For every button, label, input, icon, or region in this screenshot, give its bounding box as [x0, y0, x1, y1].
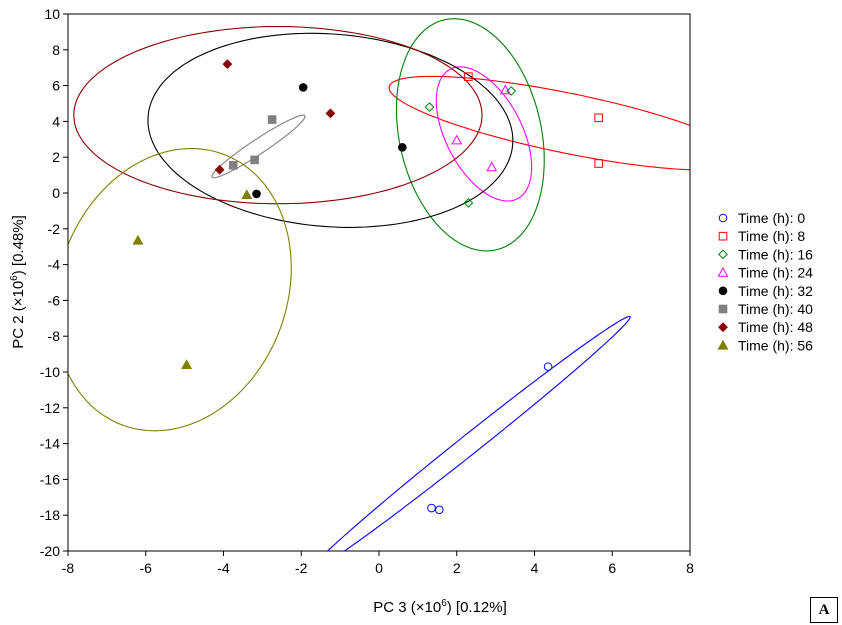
data-point: [241, 189, 253, 199]
confidence-ellipse: [211, 114, 306, 179]
data-point: [424, 102, 435, 112]
legend-label: Time (h): 16: [738, 246, 813, 262]
data-point: [506, 86, 517, 96]
data-point: [250, 155, 259, 165]
x-axis-label-exponent: 6: [441, 598, 447, 609]
y-tick-label: -16: [40, 471, 60, 487]
y-tick-label: 4: [52, 113, 60, 129]
x-axis-ticks: -8 -6 -4 -2 0 2 4 6 8: [62, 551, 694, 576]
y-axis-label: PC 2 (×106) [0.48%]: [9, 215, 27, 349]
data-point: [222, 59, 233, 70]
confidence-ellipse: [395, 18, 545, 252]
data-point: [427, 503, 436, 513]
x-axis-label-prefix: PC 3 (×10: [373, 599, 441, 616]
data-point: [543, 362, 553, 371]
x-tick-label: -8: [62, 560, 75, 576]
data-point: [594, 113, 603, 123]
y-tick-label: 0: [52, 185, 60, 201]
data-point: [451, 134, 463, 145]
x-tick-label: 6: [608, 560, 616, 576]
y-tick-label: -12: [40, 400, 60, 416]
x-tick-label: -6: [140, 560, 153, 576]
confidence-ellipse: [68, 147, 292, 432]
x-tick-label: 2: [453, 560, 461, 576]
y-tick-label: 2: [52, 149, 60, 165]
legend-label: Time (h): 8: [738, 228, 805, 244]
data-point: [132, 234, 144, 245]
x-tick-label: 4: [531, 560, 539, 576]
confidence-ellipse: [73, 25, 483, 205]
confidence-ellipse: [147, 32, 514, 228]
y-tick-label: -14: [40, 436, 60, 452]
data-point: [298, 83, 308, 92]
data-point: [464, 72, 473, 81]
legend-marker: [718, 231, 728, 241]
data-point: [594, 159, 603, 168]
data-points: [132, 59, 603, 515]
y-axis-label-exponent: 6: [9, 275, 20, 281]
x-axis-label: PC 3 (×106) [0.12%]: [373, 598, 507, 616]
legend-label: Time (h): 40: [738, 301, 813, 317]
confidence-ellipse: [435, 66, 533, 202]
data-point: [499, 84, 511, 95]
y-tick-label: -18: [40, 507, 60, 523]
legend-marker: [718, 322, 728, 333]
plot-frame: [67, 13, 691, 552]
confidence-ellipse: [326, 315, 631, 551]
y-tick-label: -10: [40, 364, 60, 380]
data-point: [252, 189, 261, 199]
legend-marker: [718, 304, 728, 314]
data-point: [398, 143, 407, 152]
legend-label: Time (h): 0: [738, 210, 805, 226]
legend-marker: [718, 213, 728, 223]
x-tick-label: -2: [295, 560, 308, 576]
legend-marker: [717, 266, 729, 277]
x-tick-label: -4: [217, 560, 230, 576]
x-axis-label-suffix: ) [0.12%]: [447, 599, 507, 616]
y-tick-label: -20: [40, 543, 60, 559]
data-point: [214, 164, 225, 175]
legend: Time (h): 0 Time (h): 8 Time (h): 16 Time (…: [717, 210, 813, 353]
y-tick-label: -6: [48, 292, 61, 308]
data-point: [486, 161, 498, 172]
panel-label: A: [810, 597, 838, 623]
y-axis-label-prefix: PC 2 (×10: [10, 281, 27, 349]
y-axis-label-suffix: ) [0.48%]: [10, 215, 27, 275]
x-tick-label: 0: [375, 560, 383, 576]
legend-label: Time (h): 48: [738, 319, 813, 335]
data-point: [434, 505, 444, 515]
legend-label: Time (h): 32: [738, 283, 813, 299]
legend-label: Time (h): 56: [738, 337, 813, 353]
confidence-ellipses: [68, 18, 690, 551]
x-tick-label: 8: [686, 560, 694, 576]
y-tick-label: 8: [52, 42, 60, 58]
data-point: [228, 160, 238, 170]
y-tick-label: 6: [52, 78, 60, 94]
y-tick-label: -2: [48, 221, 61, 237]
data-point: [267, 115, 277, 124]
legend-marker: [717, 339, 729, 350]
y-tick-label: 10: [44, 6, 60, 22]
y-tick-label: -4: [48, 257, 61, 273]
legend-marker: [718, 286, 728, 296]
data-point: [463, 197, 474, 208]
data-point: [181, 359, 193, 370]
legend-marker: [718, 249, 728, 260]
confidence-ellipse: [388, 75, 690, 171]
data-point: [325, 108, 336, 119]
y-tick-label: -8: [48, 328, 61, 344]
legend-label: Time (h): 24: [738, 265, 813, 281]
